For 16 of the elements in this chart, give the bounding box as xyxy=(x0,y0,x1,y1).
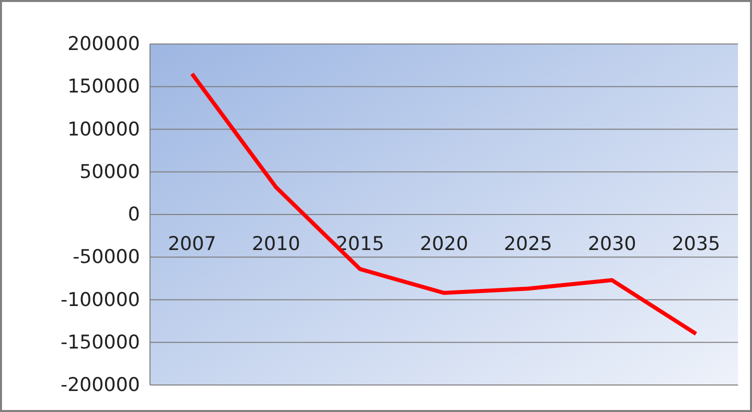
x-tick-label: 2007 xyxy=(168,232,216,255)
y-tick-label: 200000 xyxy=(67,33,140,56)
y-tick-label: -150000 xyxy=(60,331,140,354)
x-tick-label: 2030 xyxy=(588,232,636,255)
y-tick-label: 50000 xyxy=(80,160,140,183)
y-tick-label: -200000 xyxy=(60,374,140,396)
x-tick-label: 2025 xyxy=(504,232,552,255)
y-tick-label: -50000 xyxy=(72,246,140,268)
y-tick-label: -100000 xyxy=(60,288,140,311)
x-tick-label: 2020 xyxy=(420,232,468,255)
y-tick-label: 150000 xyxy=(67,76,140,98)
x-tick-label: 2035 xyxy=(672,232,720,255)
x-tick-label: 2010 xyxy=(252,232,300,255)
x-tick-label: 2015 xyxy=(336,232,384,255)
y-tick-label: 100000 xyxy=(67,118,140,140)
y-tick-label: 0 xyxy=(128,204,140,226)
